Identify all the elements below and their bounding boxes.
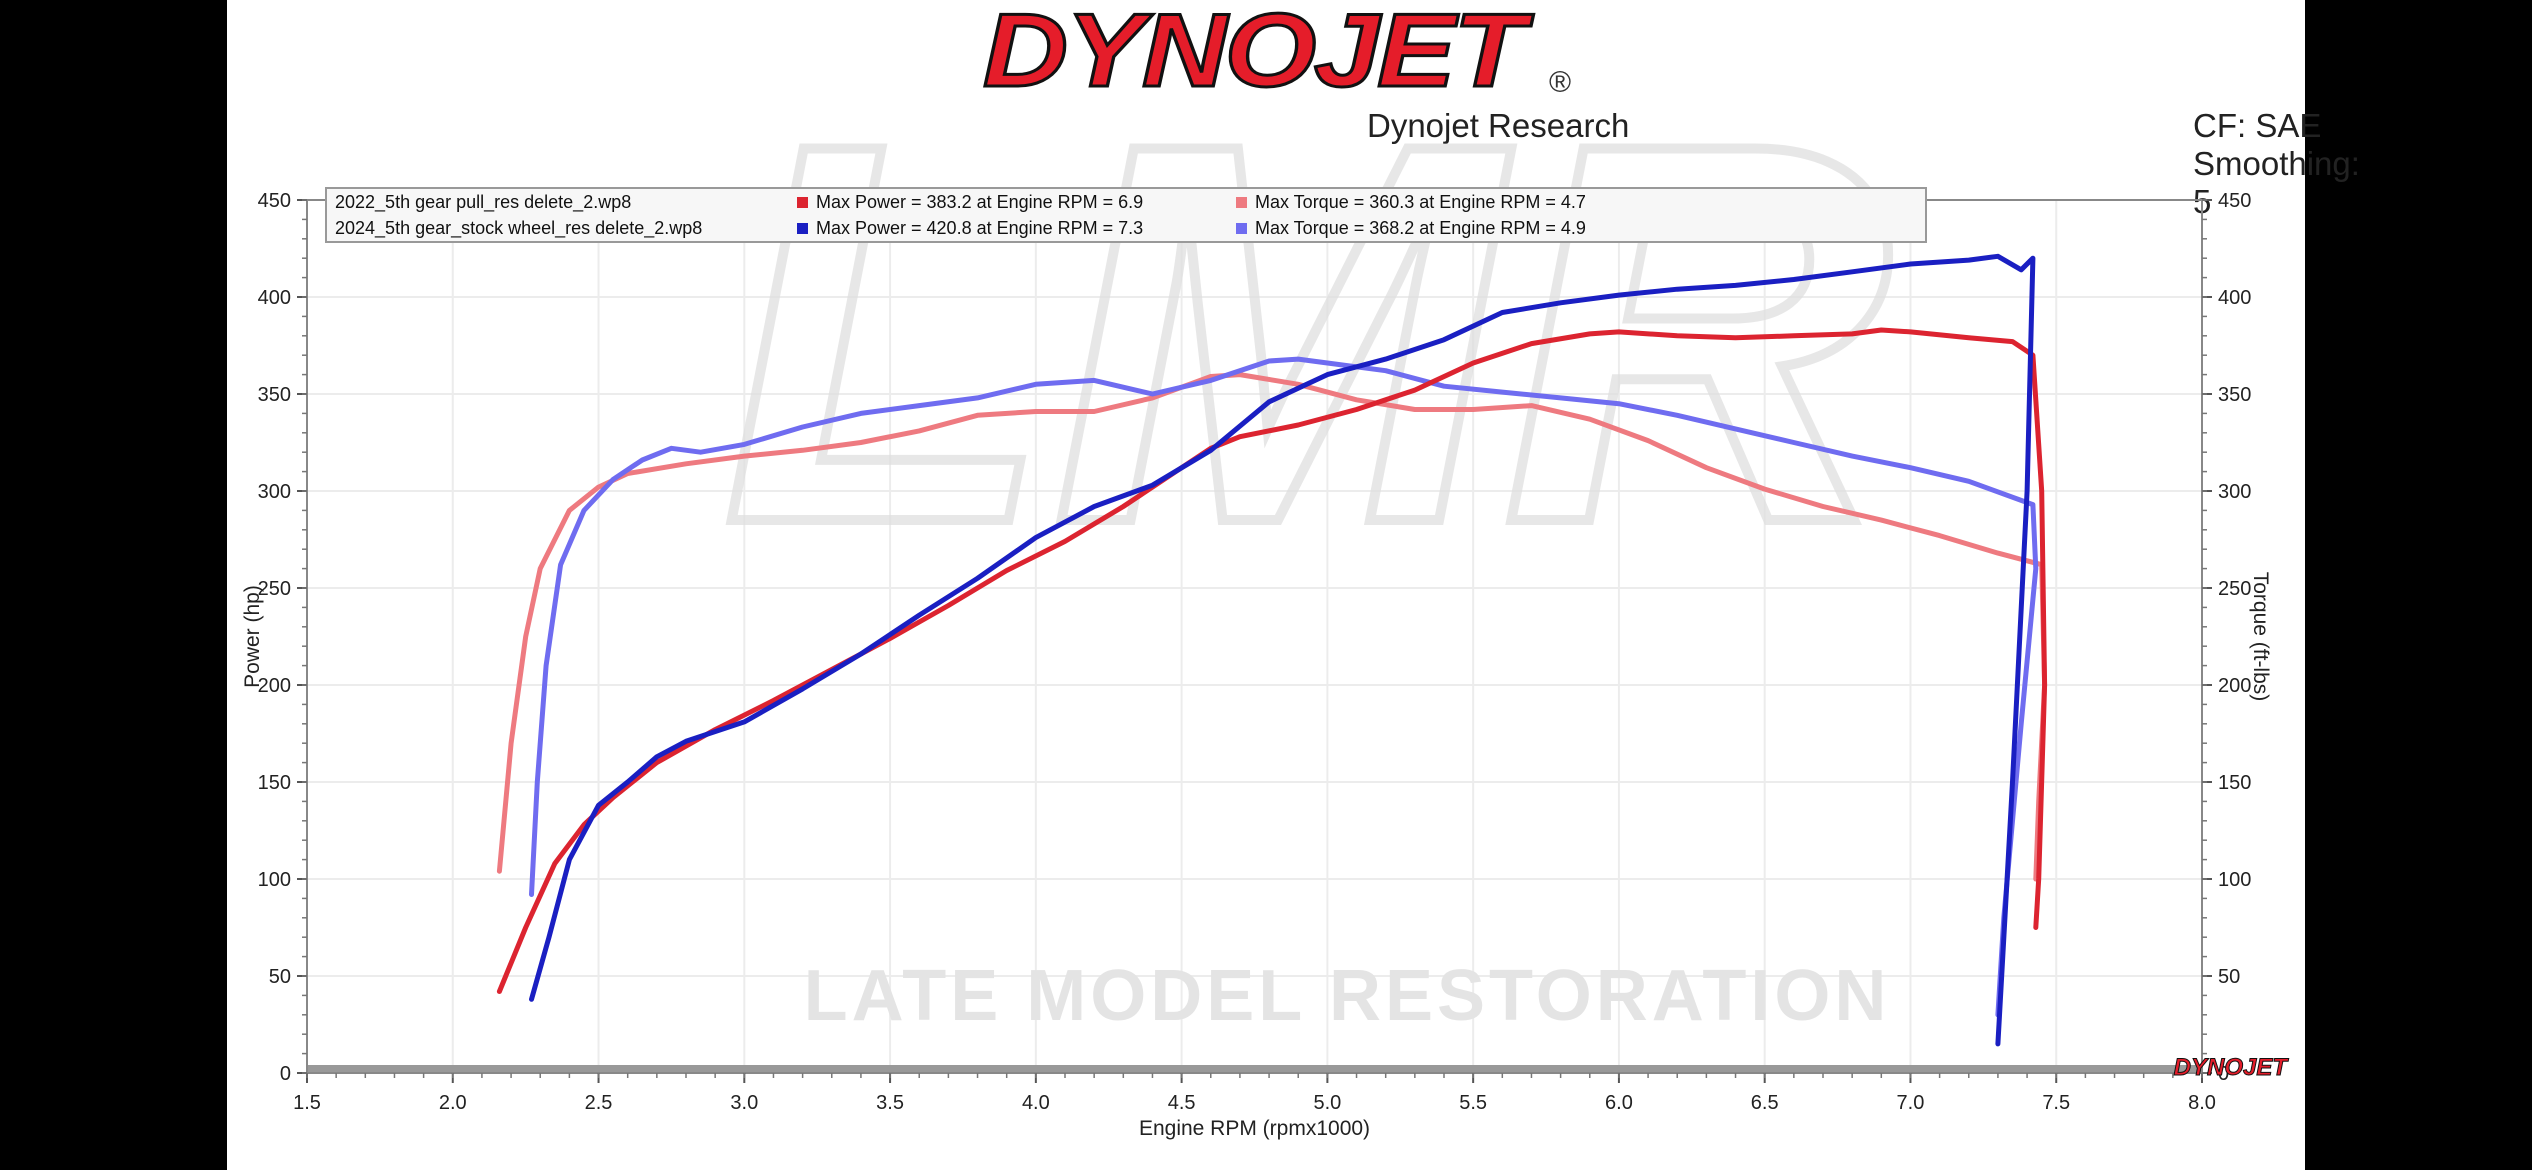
x-axis: 1.5 2.0 2.5 3.0 3.5 4.0 4.5 5.0 5.5 6.0 6.5 7.0 7.5 8… [293, 1073, 2216, 1114]
y-axis-left: 0 50 100 150 200 250 300 350 400 450 [258, 190, 307, 1085]
legend-swatch-run1-power [797, 197, 808, 208]
x-tick-label: 8.0 [2188, 1092, 2216, 1114]
x-tick-label: 6.5 [1751, 1092, 1779, 1114]
legend-torque-2: Max Torque = 368.2 at Engine RPM = 4.9 [1255, 218, 1586, 238]
cf-smoothing-label: CF: SAE Smoothing: 5 [2193, 107, 2360, 220]
y-tick-label: 50 [269, 966, 291, 988]
y2-tick-label: 200 [2218, 675, 2251, 697]
dynojet-logo: DYNOJET ® [982, 0, 1572, 111]
y-tick-label: 400 [258, 287, 291, 309]
y-tick-label: 100 [258, 869, 291, 891]
y2-tick-label: 250 [2218, 578, 2251, 600]
legend-swatch-run1-torque [1236, 197, 1247, 208]
y2-tick-label: 150 [2218, 772, 2251, 794]
y-axis-label: Power (hp) [241, 585, 264, 688]
legend-swatch-run2-torque [1236, 223, 1247, 234]
legend-swatch-run2-power [797, 223, 808, 234]
y2-tick-label: 100 [2218, 869, 2251, 891]
company-name: Dynojet Research [1367, 107, 1630, 144]
legend-file-1: 2022_5th gear pull_res delete_2.wp8 [335, 192, 631, 213]
y2-tick-label: 450 [2218, 190, 2251, 212]
y-tick-label: 200 [258, 675, 291, 697]
x-tick-label: 2.0 [439, 1092, 467, 1114]
x-axis-label: Engine RPM (rpmx1000) [1139, 1117, 1370, 1140]
legend: 2022_5th gear pull_res delete_2.wp8 2024… [325, 187, 1927, 243]
x-tick-label: 4.0 [1022, 1092, 1050, 1114]
legend-torque-1: Max Torque = 360.3 at Engine RPM = 4.7 [1255, 192, 1586, 212]
y-tick-label: 450 [258, 190, 291, 212]
y-tick-label: 0 [280, 1063, 291, 1085]
x-tick-label: 6.0 [1605, 1092, 1633, 1114]
legend-power-2: Max Power = 420.8 at Engine RPM = 7.3 [816, 218, 1143, 238]
y2-tick-label: 0 [2218, 1063, 2229, 1085]
y2-tick-label: 350 [2218, 384, 2251, 406]
legend-file-2: 2024_5th gear_stock wheel_res delete_2.w… [335, 218, 702, 239]
x-tick-label: 5.5 [1459, 1092, 1487, 1114]
x-tick-label: 2.5 [585, 1092, 613, 1114]
watermark: LMR LATE MODEL RESTORATION [717, 27, 1897, 1036]
dyno-chart-panel: DYNOJET ® Dynojet Research CF: SAE Smoot… [227, 0, 2360, 1170]
series-group [496, 253, 2048, 1047]
y-tick-label: 150 [258, 772, 291, 794]
series-run2-torque [529, 356, 2039, 1018]
series-run2-power [529, 253, 2036, 1047]
y-axis-right: 0 50 100 150 200 250 300 350 400 450 [2202, 190, 2251, 1085]
x-tick-label: 3.5 [876, 1092, 904, 1114]
corner-dynojet-logo: DYNOJET [2174, 1054, 2290, 1081]
x-tick-label: 5.0 [1313, 1092, 1341, 1114]
x-tick-label: 4.5 [1168, 1092, 1196, 1114]
dynojet-logo-text: DYNOJET [983, 0, 1534, 109]
x-tick-label: 7.5 [2042, 1092, 2070, 1114]
dyno-chart: LMR LATE MODEL RESTORATION 1.5 2.0 2.5 3.0 3… [241, 27, 2290, 1140]
x-axis-band [307, 1065, 2202, 1073]
y2-axis-label: Torque (ft-lbs) [2249, 572, 2272, 702]
x-tick-label: 3.0 [730, 1092, 758, 1114]
x-tick-label: 1.5 [293, 1092, 321, 1114]
legend-box [325, 187, 1927, 243]
x-tick-label: 7.0 [1897, 1092, 1925, 1114]
y-tick-label: 250 [258, 578, 291, 600]
y2-tick-label: 400 [2218, 287, 2251, 309]
registered-mark: ® [1549, 66, 1571, 99]
watermark-text: LATE MODEL RESTORATION [804, 956, 1891, 1036]
y-tick-label: 350 [258, 384, 291, 406]
y2-tick-label: 300 [2218, 481, 2251, 503]
watermark-monogram: LMR [722, 32, 1892, 635]
y-tick-label: 300 [258, 481, 291, 503]
legend-power-1: Max Power = 383.2 at Engine RPM = 6.9 [816, 192, 1143, 212]
y2-tick-label: 50 [2218, 966, 2240, 988]
